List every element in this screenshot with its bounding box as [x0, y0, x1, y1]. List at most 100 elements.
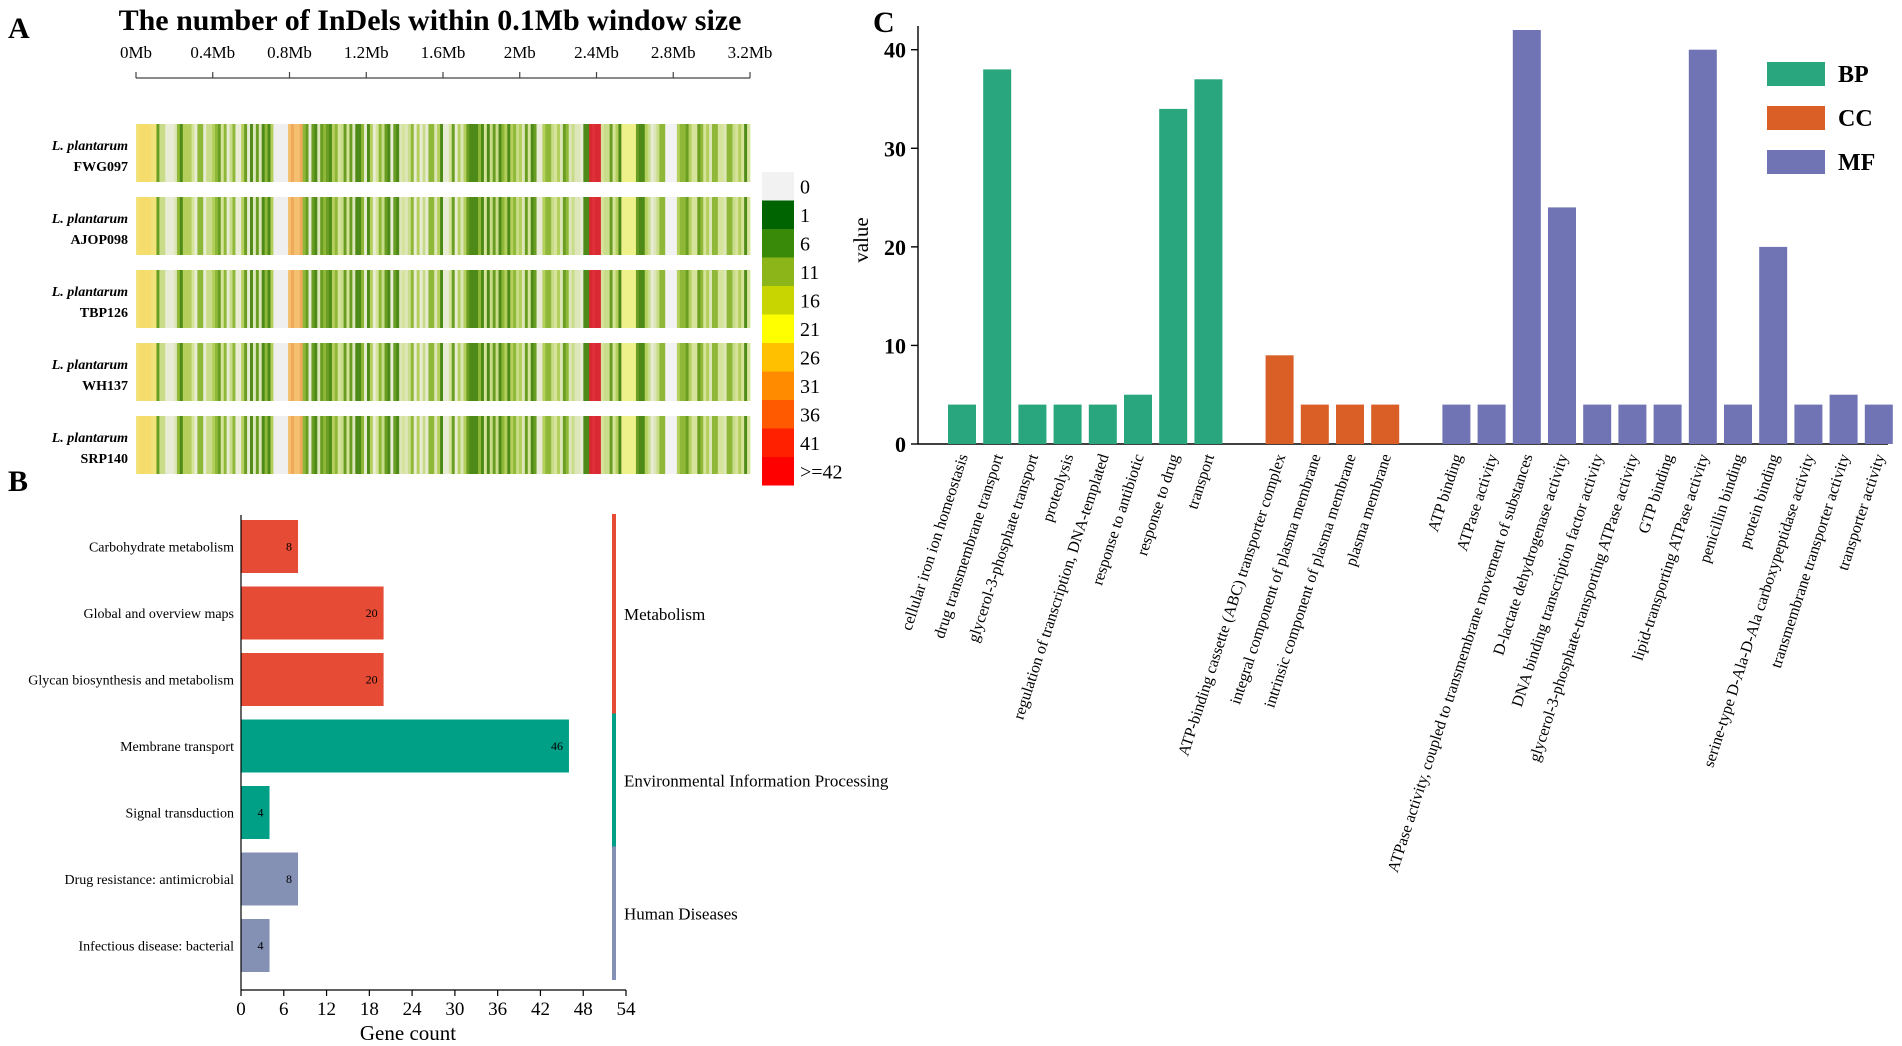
heatmap-cell	[656, 270, 660, 328]
go-bar	[948, 404, 976, 444]
heatmap-cell	[434, 270, 438, 328]
heatmap-cell	[437, 124, 441, 182]
heatmap-cell	[641, 416, 646, 474]
heatmap-cell	[717, 124, 722, 182]
heatmap-cell	[174, 197, 178, 255]
heatmap-cell	[723, 270, 727, 328]
heatmap-cell	[393, 343, 397, 401]
heatmap-cell	[200, 124, 204, 182]
heatmap-cell	[659, 197, 663, 255]
heatmap-cell	[323, 343, 327, 401]
heatmap-cell	[527, 416, 532, 474]
heatmap-cell	[685, 197, 689, 255]
heatmap-cell	[147, 197, 151, 255]
heatmap-cell	[481, 270, 485, 328]
heatmap-cell	[425, 197, 429, 255]
heatmap-cell	[326, 124, 330, 182]
heatmap-cell	[384, 197, 388, 255]
heatmap-cell	[717, 416, 722, 474]
heatmap-cell	[650, 416, 654, 474]
heatmap-cell	[703, 124, 707, 182]
heatmap-cell	[521, 270, 526, 328]
heatmap-cell	[472, 270, 476, 328]
heatmap-cell	[308, 270, 312, 328]
heatmap-cell	[624, 343, 628, 401]
heatmap-cell	[709, 124, 713, 182]
heatmap-cell	[293, 124, 298, 182]
heatmap-cell	[250, 343, 254, 401]
heatmap-cell	[691, 343, 695, 401]
heatmap-cell	[568, 197, 572, 255]
heatmap-cell	[437, 270, 441, 328]
heatmap-cell	[147, 416, 151, 474]
heatmap-cell	[299, 416, 303, 474]
heatmap-cell	[261, 270, 265, 328]
heatmap-cell	[144, 270, 149, 328]
heatmap-cell	[384, 343, 388, 401]
heatmap-cell	[410, 124, 415, 182]
heatmap-cell	[282, 270, 286, 328]
heatmap-cell	[144, 124, 149, 182]
heatmap-cell	[595, 270, 599, 328]
kegg-tick-label: 30	[445, 999, 464, 1020]
heatmap-cell	[495, 416, 499, 474]
heatmap-cell	[554, 124, 558, 182]
heatmap-cell	[592, 416, 596, 474]
kegg-tick-label: 0	[236, 999, 246, 1020]
heatmap-cell	[314, 416, 318, 474]
heatmap-cell	[352, 124, 356, 182]
heatmap-cell	[179, 416, 184, 474]
heatmap-cell	[443, 343, 447, 401]
heatmap-cell	[460, 343, 464, 401]
go-tick-label: 20	[884, 235, 906, 260]
heatmap-cell	[685, 270, 689, 328]
heatmap-cell	[238, 343, 242, 401]
heatmap-cell	[179, 197, 184, 255]
heatmap-cell	[679, 124, 684, 182]
heatmap-cell	[609, 343, 613, 401]
heatmap-cell	[565, 343, 570, 401]
heatmap-cell	[390, 197, 394, 255]
heatmap-cell	[141, 197, 146, 255]
heatmap-cell	[396, 343, 400, 401]
go-bar	[1442, 404, 1471, 444]
heatmap-cell	[311, 343, 315, 401]
heatmap-cell	[717, 270, 722, 328]
heatmap-cell	[589, 124, 593, 182]
heatmap-cell	[644, 124, 649, 182]
heatmap-cell	[302, 124, 306, 182]
heatmap-cell	[530, 197, 534, 255]
heatmap-cell	[445, 416, 450, 474]
heatmap-cell	[668, 197, 672, 255]
heatmap-row-strain: WH137	[82, 379, 128, 394]
heatmap-cell	[530, 343, 534, 401]
heatmap-cell	[542, 343, 546, 401]
heatmap-cell	[226, 416, 230, 474]
go-bar	[1300, 404, 1329, 444]
heatmap-cell	[498, 343, 502, 401]
heatmap-cell	[542, 124, 546, 182]
heatmap-cell	[574, 416, 578, 474]
heatmap-cell	[466, 416, 470, 474]
heatmap-cell	[425, 343, 429, 401]
kegg-tick-label: 24	[403, 999, 423, 1020]
heatmap-cell	[583, 416, 587, 474]
heatmap-cell	[597, 197, 602, 255]
heatmap-cell	[358, 416, 362, 474]
heatmap-cell	[600, 197, 605, 255]
heatmap-cell	[334, 270, 339, 328]
heatmap-cell	[390, 343, 394, 401]
heatmap-cell	[536, 197, 540, 255]
heatmap-cell	[229, 124, 233, 182]
heatmap-cell	[583, 124, 587, 182]
heatmap-cell	[422, 270, 426, 328]
heatmap-cell	[317, 197, 321, 255]
heatmap-cell	[445, 197, 450, 255]
heatmap-cell	[305, 343, 309, 401]
kegg-bar-group: 4 Infectious disease: bacterial	[79, 919, 270, 972]
heatmap-cell	[358, 197, 362, 255]
heatmap-cell	[431, 343, 435, 401]
heatmap-cell	[390, 270, 394, 328]
heatmap-cell	[527, 124, 532, 182]
heatmap-cell	[568, 416, 572, 474]
